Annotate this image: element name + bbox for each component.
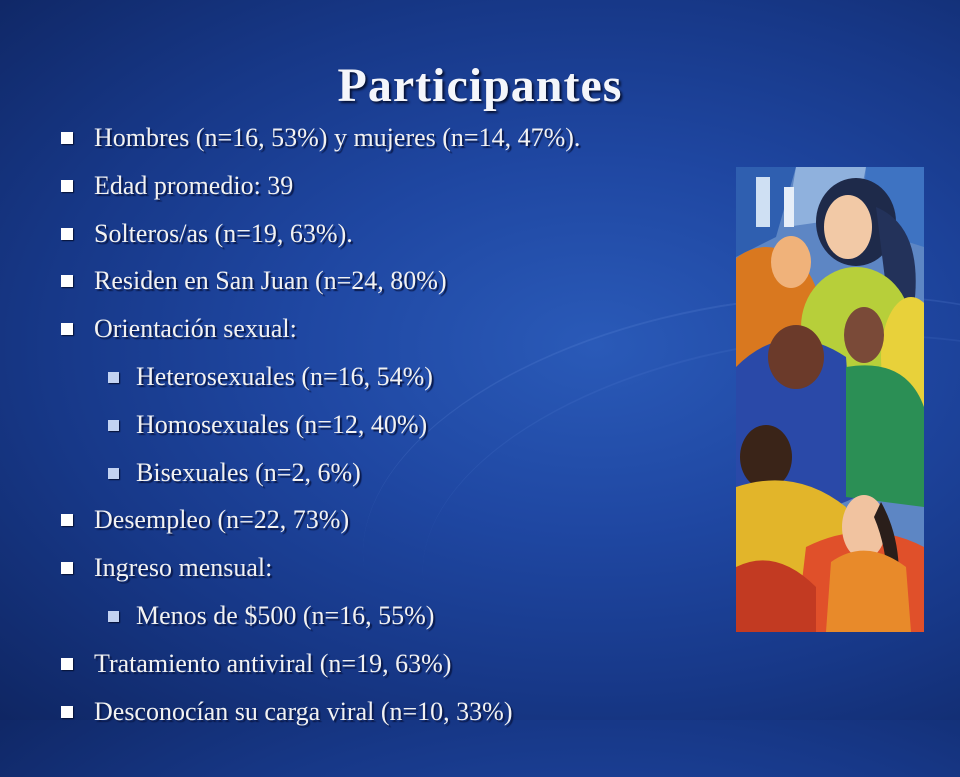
sub-bullet-square-icon (108, 610, 119, 622)
bullet-item: Residen en San Juan (n=24, 80%) (58, 263, 738, 311)
bullet-text: Tratamiento antiviral (n=19, 63%) (94, 648, 452, 678)
people-crowd-painting (736, 167, 924, 632)
bullet-text: Heterosexuales (n=16, 54%) (136, 361, 433, 391)
bullet-item: Desempleo (n=22, 73%) (58, 502, 738, 550)
sub-bullet-square-icon (108, 371, 119, 383)
sub-bullet-item: Bisexuales (n=2, 6%) (58, 455, 738, 503)
bullet-text: Ingreso mensual: (94, 553, 273, 583)
bullet-text: Orientación sexual: (94, 314, 297, 344)
bullet-item: Solteros/as (n=19, 63%). (58, 216, 738, 264)
bullet-text: Solteros/as (n=19, 63%). (94, 218, 353, 248)
bullet-square-icon (61, 657, 73, 670)
bullet-text: Homosexuales (n=12, 40%) (136, 409, 428, 439)
sub-bullet-item: Heterosexuales (n=16, 54%) (58, 359, 738, 407)
bullet-text: Hombres (n=16, 53%) y mujeres (n=14, 47%… (94, 123, 581, 152)
bullet-text: Menos de $500 (n=16, 55%) (136, 600, 435, 630)
sub-bullet-item: Menos de $500 (n=16, 55%) (58, 598, 738, 646)
bullet-item: Hombres (n=16, 53%) y mujeres (n=14, 47%… (58, 120, 738, 168)
sub-bullet-square-icon (108, 419, 119, 431)
bullet-square-icon (61, 705, 73, 718)
bullet-square-icon (61, 227, 73, 240)
bullet-text: Desempleo (n=22, 73%) (94, 505, 350, 535)
bullet-square-icon (61, 275, 73, 288)
sub-bullet-square-icon (108, 467, 119, 479)
bullet-item: Edad promedio: 39 (58, 168, 738, 216)
bullet-square-icon (61, 514, 73, 527)
bullet-item: Ingreso mensual: (58, 550, 738, 598)
bullet-square-icon (61, 562, 73, 575)
bullet-text: Residen en San Juan (n=24, 80%) (94, 266, 447, 296)
slide-title: Participantes (337, 59, 623, 113)
bullet-item: Tratamiento antiviral (n=19, 63%) (58, 646, 738, 694)
people-crowd-painting-icon (736, 167, 924, 632)
bullet-item: Orientación sexual: (58, 311, 738, 359)
bullet-text: Edad promedio: 39 (94, 170, 294, 200)
bullet-square-icon (61, 132, 73, 144)
bullet-square-icon (61, 179, 73, 192)
bullet-square-icon (61, 323, 73, 336)
bullet-list: Hombres (n=16, 53%) y mujeres (n=14, 47%… (58, 120, 738, 741)
bullet-text: Desconocían su carga viral (n=10, 33%) (94, 696, 513, 726)
bullet-text: Bisexuales (n=2, 6%) (136, 457, 361, 487)
sub-bullet-item: Homosexuales (n=12, 40%) (58, 407, 738, 455)
bullet-item: Desconocían su carga viral (n=10, 33%) (58, 694, 738, 742)
